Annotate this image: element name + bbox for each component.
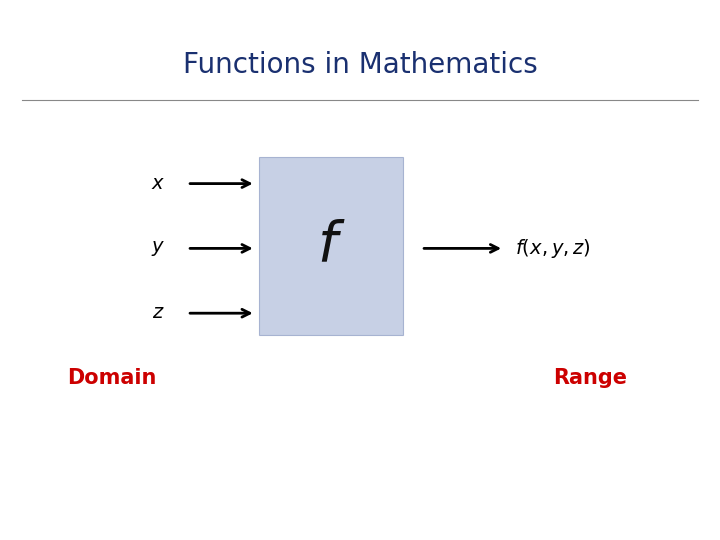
Bar	[259, 157, 403, 335]
Text: $z$: $z$	[152, 304, 165, 322]
Text: $y$: $y$	[151, 239, 166, 258]
Text: $\mathit{f}$: $\mathit{f}$	[317, 218, 346, 273]
Text: Range: Range	[554, 368, 627, 388]
Text: $x$: $x$	[151, 174, 166, 193]
Text: $f(x, y, z)$: $f(x, y, z)$	[515, 237, 590, 260]
Text: Domain: Domain	[67, 368, 156, 388]
Text: Functions in Mathematics: Functions in Mathematics	[183, 51, 537, 79]
